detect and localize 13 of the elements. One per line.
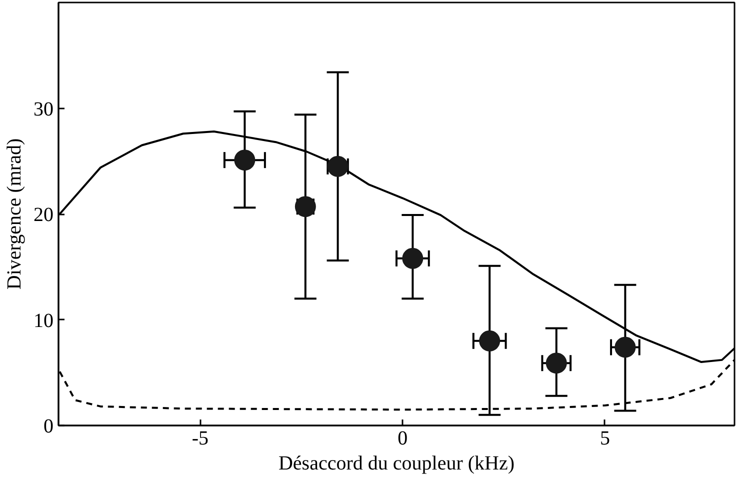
point bbox=[479, 330, 500, 352]
point bbox=[234, 150, 256, 171]
x-tick-label: -5 bbox=[192, 428, 209, 450]
x-tick-label: 5 bbox=[600, 428, 610, 450]
y-tick-label: 20 bbox=[34, 204, 54, 226]
y-tick-label: 30 bbox=[34, 98, 54, 120]
y-tick-label: 10 bbox=[34, 310, 54, 332]
point bbox=[546, 352, 567, 374]
x-tick-label: 0 bbox=[398, 428, 408, 450]
point bbox=[402, 248, 424, 269]
x-axis-title: Désaccord du coupleur (kHz) bbox=[278, 452, 515, 474]
point bbox=[614, 336, 636, 358]
y-axis-title: Divergence (mrad) bbox=[4, 138, 26, 290]
